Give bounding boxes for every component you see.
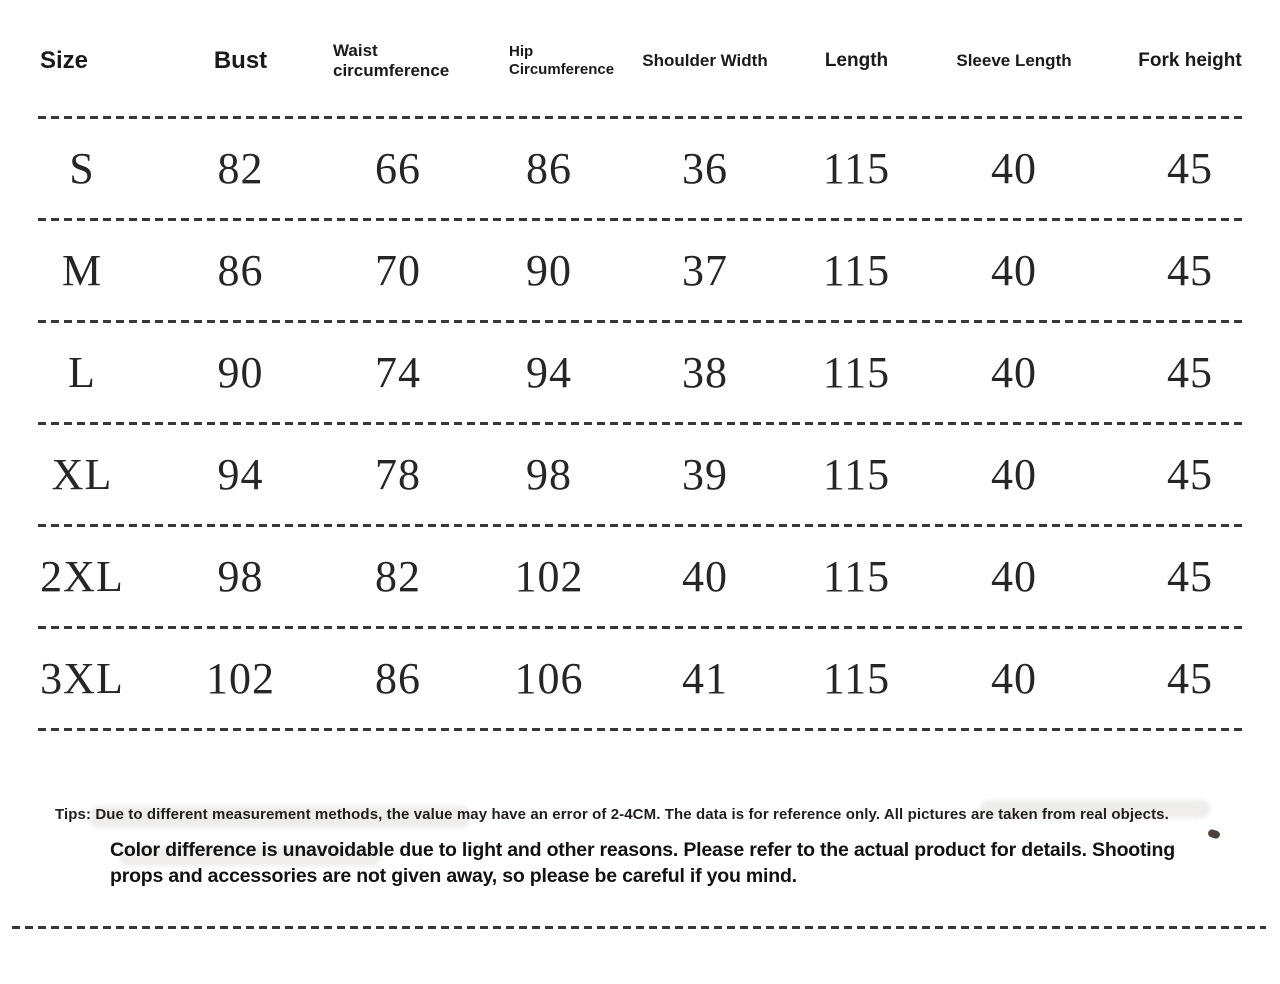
table-cell: 39	[682, 450, 728, 499]
column-header-waist: Waist circumference	[333, 40, 450, 80]
table-cell: 86	[217, 246, 264, 295]
column-header-size: Size	[40, 46, 89, 74]
table-cell: 102	[514, 552, 584, 601]
size-cell: 2XL	[40, 552, 124, 601]
table-cell: 86	[526, 144, 572, 193]
table-cell: 38	[682, 348, 728, 397]
size-cell: 3XL	[40, 654, 124, 703]
table-cell: 45	[1167, 246, 1213, 295]
column-header-length: Length	[824, 49, 889, 71]
table-cell: 74	[375, 348, 421, 397]
table-cell: 40	[991, 144, 1037, 193]
size-cell: L	[68, 348, 96, 397]
bottom-separator	[12, 926, 1266, 929]
table-cell: 40	[991, 348, 1037, 397]
tips-text: Tips: Due to different measurement metho…	[55, 806, 1169, 823]
size-cell: M	[61, 246, 103, 295]
table-header-row: Size Bust Waist circumference Hip Circum…	[0, 0, 1280, 116]
table-cell: 115	[822, 654, 891, 703]
table-cell: 115	[822, 450, 891, 499]
row-separator	[38, 320, 1244, 323]
disclaimer-text: Color difference is unavoidable due to l…	[110, 839, 1175, 887]
table-cell: 86	[375, 654, 421, 703]
table-cell: 82	[217, 144, 264, 193]
table-cell: 37	[682, 246, 728, 295]
column-header-bust: Bust	[213, 46, 268, 74]
size-cell: XL	[51, 450, 113, 499]
table-row: M 86 70 90 37 115 40 45	[0, 221, 1280, 320]
table-cell: 115	[822, 552, 891, 601]
table-cell: 45	[1167, 348, 1213, 397]
column-header-hip: Hip Circumference	[509, 43, 615, 78]
table-cell: 115	[822, 144, 891, 193]
table-cell: 98	[526, 450, 572, 499]
table-row: XL 94 78 98 39 115 40 45	[0, 425, 1280, 524]
scan-smudge	[90, 806, 470, 828]
table-cell: 45	[1167, 144, 1213, 193]
table-cell: 94	[526, 348, 572, 397]
column-header-sleeve: Sleeve Length	[956, 50, 1072, 70]
table-cell: 106	[514, 654, 584, 703]
row-separator	[38, 524, 1244, 527]
table-cell: 40	[991, 450, 1037, 499]
table-cell: 102	[206, 654, 275, 703]
table-cell: 90	[526, 246, 572, 295]
table-row: L 90 74 94 38 115 40 45	[0, 323, 1280, 422]
scan-smudge	[980, 800, 1210, 818]
table-cell: 115	[822, 348, 891, 397]
table-cell: 41	[682, 654, 728, 703]
table-cell: 36	[682, 144, 728, 193]
row-separator	[38, 218, 1244, 221]
table-cell: 45	[1167, 654, 1213, 703]
table-cell: 82	[375, 552, 421, 601]
table-cell: 78	[375, 450, 421, 499]
row-separator	[38, 116, 1244, 119]
footer-notes: Tips: Due to different measurement metho…	[0, 806, 1280, 889]
table-cell: 45	[1167, 552, 1213, 601]
table-cell: 115	[822, 246, 891, 295]
table-cell: 40	[991, 246, 1037, 295]
table-cell: 66	[375, 144, 421, 193]
table-cell: 40	[991, 654, 1037, 703]
table-row: 2XL 98 82 102 40 115 40 45	[0, 527, 1280, 626]
scan-smudge	[120, 846, 380, 866]
table-cell: 40	[682, 552, 728, 601]
table-cell: 70	[375, 246, 421, 295]
table-cell: 98	[217, 552, 264, 601]
table-row: 3XL 102 86 106 41 115 40 45	[0, 629, 1280, 728]
row-separator	[38, 728, 1244, 731]
table-cell: 90	[217, 348, 264, 397]
column-header-fork: Fork height	[1138, 49, 1242, 71]
table-cell: 45	[1167, 450, 1213, 499]
column-header-shoulder: Shoulder Width	[642, 50, 768, 70]
row-separator	[38, 422, 1244, 425]
table-cell: 94	[217, 450, 264, 499]
size-cell: S	[69, 144, 95, 193]
table-cell: 40	[991, 552, 1037, 601]
row-separator	[38, 626, 1244, 629]
table-row: S 82 66 86 36 115 40 45	[0, 119, 1280, 218]
